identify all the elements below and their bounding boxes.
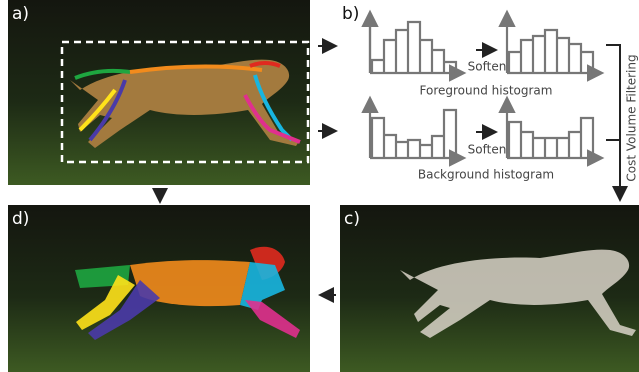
panel-c: c) [340,205,639,372]
histogram [372,110,456,158]
figure: a) b) Soften Foreground histogram Soften… [0,0,639,372]
caption: Foreground histogram [420,84,553,98]
histogram [509,118,593,158]
panel-label: c) [344,209,360,229]
panel-label: a) [12,4,29,24]
panel-a: a) [8,0,310,185]
operation: Soften [468,60,507,74]
panel-label: b) [342,4,359,24]
panel-b: b) Soften Foreground histogram Soften Ba… [342,4,639,198]
operation: Soften [468,143,507,157]
panel-d: d) [8,205,310,372]
caption: Background histogram [418,168,554,182]
panel-label: d) [12,209,29,229]
histogram [372,22,456,73]
bracket [606,45,620,198]
histogram [509,30,593,73]
caption: Cost Volume Filtering [625,54,639,181]
